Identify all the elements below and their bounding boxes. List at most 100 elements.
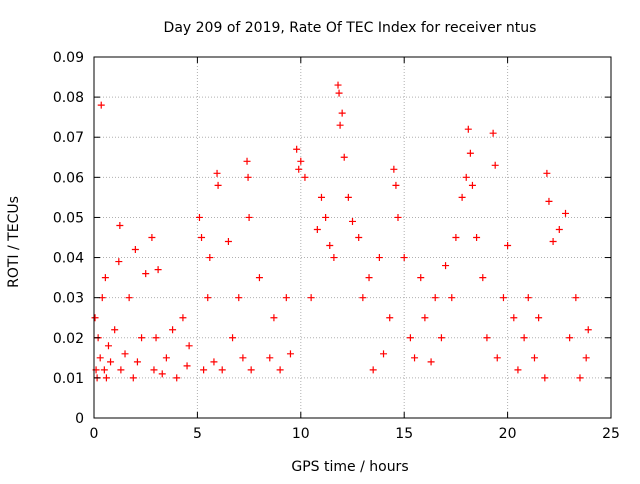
data-point	[129, 374, 137, 382]
data-point	[349, 217, 356, 225]
y-tick-label: 0.08	[53, 90, 84, 106]
data-point	[549, 238, 557, 246]
data-point	[417, 274, 425, 282]
data-point	[115, 258, 123, 266]
data-point	[493, 354, 501, 362]
data-point	[204, 294, 212, 302]
data-point	[218, 366, 226, 374]
data-point	[213, 169, 221, 177]
data-point	[510, 314, 518, 322]
data-point	[255, 274, 263, 282]
data-point	[243, 157, 251, 165]
data-point	[326, 242, 334, 250]
y-tick-label: 0.06	[53, 170, 84, 186]
data-point	[582, 354, 590, 362]
data-point	[448, 294, 456, 302]
data-point	[101, 274, 109, 282]
y-tick-label: 0.05	[53, 210, 84, 226]
data-point	[541, 374, 549, 382]
data-point	[317, 193, 325, 201]
plot-border	[93, 56, 612, 419]
data-point	[437, 334, 445, 342]
data-point	[247, 366, 255, 374]
data-point	[555, 225, 563, 233]
data-point	[355, 234, 363, 241]
data-point	[576, 374, 584, 382]
data-point	[107, 358, 115, 366]
y-tick-label: 0.01	[53, 371, 84, 387]
data-point	[96, 354, 104, 362]
data-point	[301, 173, 309, 181]
data-point	[369, 366, 377, 374]
data-point	[97, 101, 105, 109]
data-point	[102, 374, 110, 382]
data-point	[390, 165, 398, 173]
data-point	[239, 354, 247, 362]
data-point	[214, 181, 222, 189]
data-point	[394, 213, 402, 221]
data-point	[125, 294, 133, 302]
data-point	[104, 342, 112, 350]
data-point	[173, 374, 181, 382]
data-point	[431, 294, 439, 302]
x-axis-label: GPS time / hours	[291, 459, 408, 475]
data-point	[535, 314, 543, 322]
data-point	[520, 334, 528, 342]
data-points	[91, 81, 592, 382]
data-point	[468, 181, 476, 189]
data-point	[148, 234, 156, 241]
data-point	[150, 366, 158, 374]
data-point	[336, 121, 344, 129]
data-point	[406, 334, 414, 342]
data-point	[479, 274, 487, 282]
axes: 0 0.01 0.02 0.03 0.04 0.05 0.06 0.07 0.08 0.09 0 5 1…	[53, 50, 620, 442]
data-point	[338, 109, 346, 117]
y-tick-label: 0.07	[53, 130, 84, 146]
data-point	[266, 354, 274, 362]
data-point	[121, 350, 129, 358]
data-point	[138, 334, 146, 342]
x-tick-label: 20	[499, 426, 517, 442]
data-point	[198, 234, 206, 241]
data-point	[282, 294, 290, 302]
data-point	[133, 358, 141, 366]
data-point	[514, 366, 522, 374]
data-point	[169, 326, 177, 334]
data-point	[392, 181, 400, 189]
data-point	[464, 125, 472, 133]
data-point	[297, 157, 305, 165]
data-point	[154, 266, 162, 274]
x-tick-label: 25	[602, 426, 620, 442]
data-point	[562, 209, 570, 217]
y-axis-label: ROTI / TECUs	[6, 196, 22, 288]
data-point	[421, 314, 429, 322]
data-point	[276, 366, 284, 374]
data-point	[386, 314, 394, 322]
data-point	[224, 238, 232, 246]
data-point	[489, 129, 497, 137]
data-point	[499, 294, 507, 302]
x-tick-label: 15	[395, 426, 413, 442]
data-point	[504, 242, 512, 250]
data-point	[210, 358, 218, 366]
x-tick-label: 5	[193, 426, 202, 442]
y-tick-label: 0.09	[53, 50, 84, 66]
data-point	[375, 254, 383, 262]
y-tick-label: 0.02	[53, 331, 84, 347]
y-tick-label: 0.03	[53, 291, 84, 307]
data-point	[330, 254, 338, 262]
data-point	[116, 221, 124, 229]
data-point	[543, 169, 551, 177]
data-point	[365, 274, 373, 282]
data-point	[117, 366, 125, 374]
data-point	[293, 145, 301, 153]
data-point	[524, 294, 532, 302]
data-point	[111, 326, 119, 334]
data-point	[179, 314, 187, 322]
y-tick-label: 0	[75, 411, 84, 427]
data-point	[380, 350, 388, 358]
data-point	[206, 254, 214, 262]
data-point	[572, 294, 580, 302]
